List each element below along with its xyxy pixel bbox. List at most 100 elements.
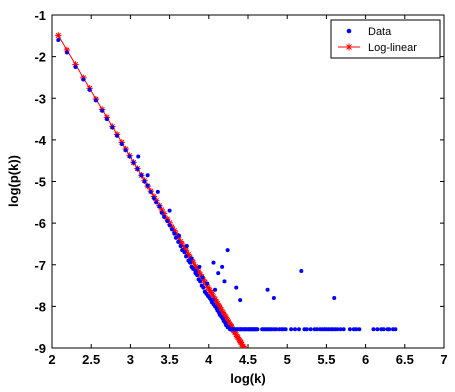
data-point [131, 160, 136, 165]
y-tick-label: -9 [34, 341, 46, 356]
data-point [332, 296, 337, 301]
data-point [222, 279, 227, 284]
x-tick-label: 6 [362, 352, 369, 367]
fit-marker [242, 346, 248, 348]
data-point [167, 223, 172, 228]
data-point [184, 254, 189, 259]
x-tick-label: 7 [440, 352, 447, 367]
data-point [197, 264, 202, 269]
data-point [202, 289, 207, 294]
data-point [123, 148, 128, 153]
data-point [198, 279, 203, 284]
x-tick-label: 5 [284, 352, 291, 367]
data-point [157, 204, 162, 209]
x-tick-label: 4.5 [239, 352, 257, 367]
data-point [335, 327, 340, 332]
legend-label-data: Data [368, 26, 392, 38]
data-point [347, 327, 352, 332]
y-tick-label: -5 [34, 175, 46, 190]
legend-fit-marker [345, 43, 353, 51]
data-point [234, 285, 239, 290]
data-point [178, 244, 183, 249]
legend-data-marker [346, 28, 352, 34]
data-point [165, 219, 170, 224]
y-tick-label: -8 [34, 299, 46, 314]
x-tick-label: 6.5 [396, 352, 414, 367]
x-tick-label: 3 [127, 352, 134, 367]
data-point [135, 167, 140, 172]
data-point [115, 133, 120, 138]
data-point [139, 173, 144, 178]
data-point [145, 173, 150, 178]
x-tick-label: 5.5 [317, 352, 335, 367]
y-tick-label: -4 [34, 133, 46, 148]
data-point [265, 287, 270, 292]
data-point [167, 208, 172, 213]
data-point [308, 327, 313, 332]
fit-marker [55, 32, 62, 39]
y-tick-label: -7 [34, 258, 46, 273]
data-point [283, 327, 288, 332]
data-point [216, 271, 221, 276]
data-point [255, 327, 260, 332]
data-point [200, 275, 205, 280]
data-point [100, 108, 105, 113]
data-point [184, 244, 189, 249]
data-point [87, 87, 92, 92]
legend: Data Log-linear [330, 19, 441, 59]
data-point [81, 77, 86, 82]
data-point [289, 327, 294, 332]
data-point [193, 268, 198, 273]
data-point [56, 37, 61, 42]
y-tick-label: -2 [34, 50, 46, 65]
data-point [357, 327, 362, 332]
data-point [151, 196, 156, 201]
data-point [148, 189, 153, 194]
data-point [145, 183, 150, 188]
x-tick-label: 2.5 [82, 352, 100, 367]
data-point [304, 327, 309, 332]
data-point [195, 273, 200, 278]
y-tick-label: -6 [34, 216, 46, 231]
data-point [73, 65, 78, 70]
x-tick-label: 4 [205, 352, 213, 367]
data-point [182, 250, 187, 255]
data-point [274, 327, 279, 332]
legend-box [330, 19, 441, 59]
data-point [172, 231, 177, 236]
data-point [341, 327, 346, 332]
data-point [393, 327, 398, 332]
data-point [354, 327, 359, 332]
data-point [338, 327, 343, 332]
data-point [169, 227, 174, 232]
data-point [154, 200, 159, 205]
data-point [211, 260, 216, 265]
data-point [173, 235, 178, 240]
legend-star-glyph [345, 43, 353, 51]
data-point [375, 327, 380, 332]
data-point [293, 327, 298, 332]
data-point [142, 179, 147, 184]
data-point [238, 298, 243, 303]
data-point [159, 210, 164, 215]
data-point [189, 256, 194, 261]
data-point [110, 125, 115, 130]
data-point [271, 296, 276, 301]
data-point [314, 327, 319, 332]
data-point [136, 154, 141, 159]
data-point [296, 327, 301, 332]
data-point [213, 287, 218, 292]
data-point [187, 260, 192, 265]
data-point [64, 50, 69, 55]
data-point [387, 327, 392, 332]
legend-label-fit: Log-linear [368, 42, 417, 54]
data-point [104, 117, 109, 122]
x-tick-label: 2 [48, 352, 55, 367]
y-tick-label: -1 [34, 8, 46, 23]
data-point [162, 214, 167, 219]
data-point [210, 298, 215, 303]
data-point [220, 264, 225, 269]
data-point [299, 268, 304, 273]
